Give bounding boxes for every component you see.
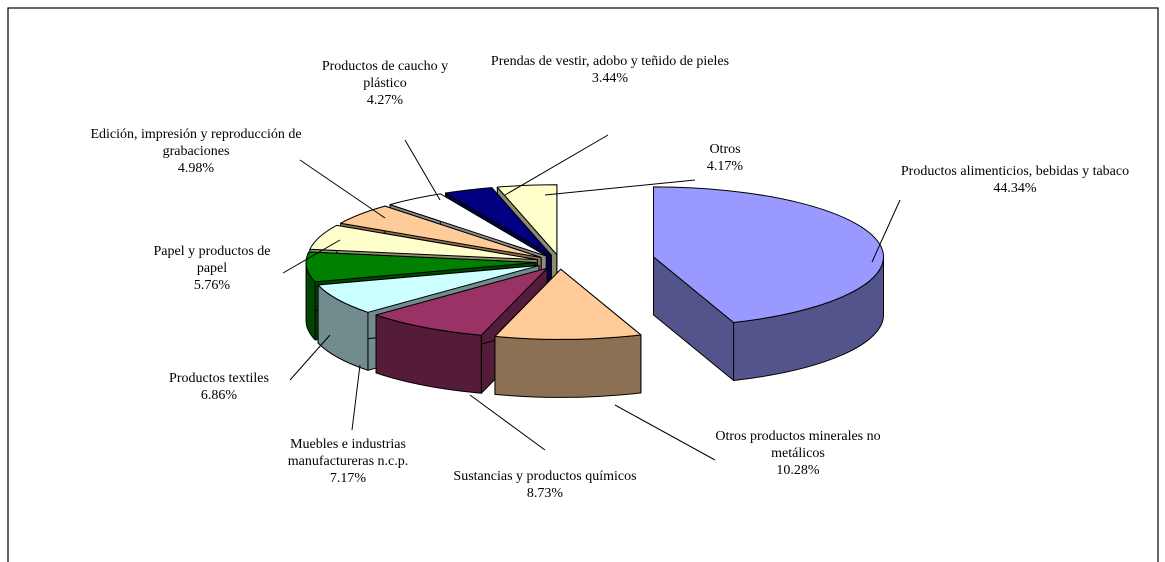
category-name: Otros productos minerales no metálicos — [715, 429, 881, 461]
category-name: Muebles e industrias manufactureras n.c.… — [287, 437, 409, 469]
leader-line — [614, 404, 716, 461]
value-label: 4.98% — [177, 161, 215, 176]
category-name: Edición, impresión y reproducción de gra… — [90, 127, 302, 159]
category-name: Productos de caucho y plástico — [321, 59, 449, 91]
leader-line — [282, 239, 341, 274]
slice-label: Otros productos minerales no metálicos 10… — [713, 428, 883, 479]
category-name: Sustancias y productos químicos — [453, 469, 637, 484]
slice-label: Productos de caucho y plástico 4.27% — [320, 58, 450, 109]
leader-line — [504, 134, 609, 196]
slice-top — [340, 205, 542, 258]
value-label: 10.28% — [776, 463, 820, 478]
category-name: Prendas de vestir, adobo y teñido de pie… — [490, 54, 730, 69]
leader-line — [469, 394, 546, 451]
slice-label: Sustancias y productos químicos 8.73% — [430, 468, 660, 502]
category-name: Productos alimenticios, bebidas y tabaco — [900, 164, 1130, 179]
slice-top — [496, 184, 558, 256]
slice-label: Papel y productos de papel 5.76% — [147, 243, 277, 294]
leader-line — [404, 139, 441, 201]
slice-top — [389, 193, 547, 257]
value-label: 7.17% — [329, 471, 367, 486]
slice-top — [317, 265, 540, 313]
slice-top — [309, 224, 538, 261]
leader-line — [351, 364, 361, 431]
slice-top — [494, 268, 642, 340]
slice-outer-wall — [494, 334, 642, 398]
leader-line — [544, 179, 696, 196]
slice-label: Edición, impresión y reproducción de gra… — [86, 126, 306, 177]
pie-slice — [653, 186, 885, 382]
value-label: 6.86% — [200, 388, 238, 403]
slice-top — [305, 251, 537, 283]
category-name: Papel y productos de papel — [153, 244, 271, 276]
slice-label: Prendas de vestir, adobo y teñido de pie… — [485, 53, 735, 87]
value-label: 4.27% — [366, 93, 404, 108]
slice-label: Otros 4.17% — [695, 141, 755, 175]
leader-line — [299, 159, 386, 219]
leader-line — [871, 199, 901, 263]
slice-label: Productos textiles 6.86% — [144, 370, 294, 404]
category-name: Productos textiles — [169, 371, 269, 386]
value-label: 8.73% — [526, 486, 564, 501]
category-name: Otros — [709, 142, 741, 157]
value-label: 5.76% — [193, 278, 231, 293]
slice-label: Productos alimenticios, bebidas y tabaco… — [898, 163, 1133, 197]
slice-top — [444, 187, 552, 256]
slice-top — [375, 267, 548, 336]
value-label: 44.34% — [993, 181, 1037, 196]
value-label: 4.17% — [706, 159, 744, 174]
chart-frame — [7, 7, 1159, 562]
value-label: 3.44% — [591, 71, 629, 86]
pie-slice — [494, 268, 642, 398]
leader-line — [289, 334, 331, 381]
slice-label: Muebles e industrias manufactureras n.c.… — [273, 436, 423, 487]
